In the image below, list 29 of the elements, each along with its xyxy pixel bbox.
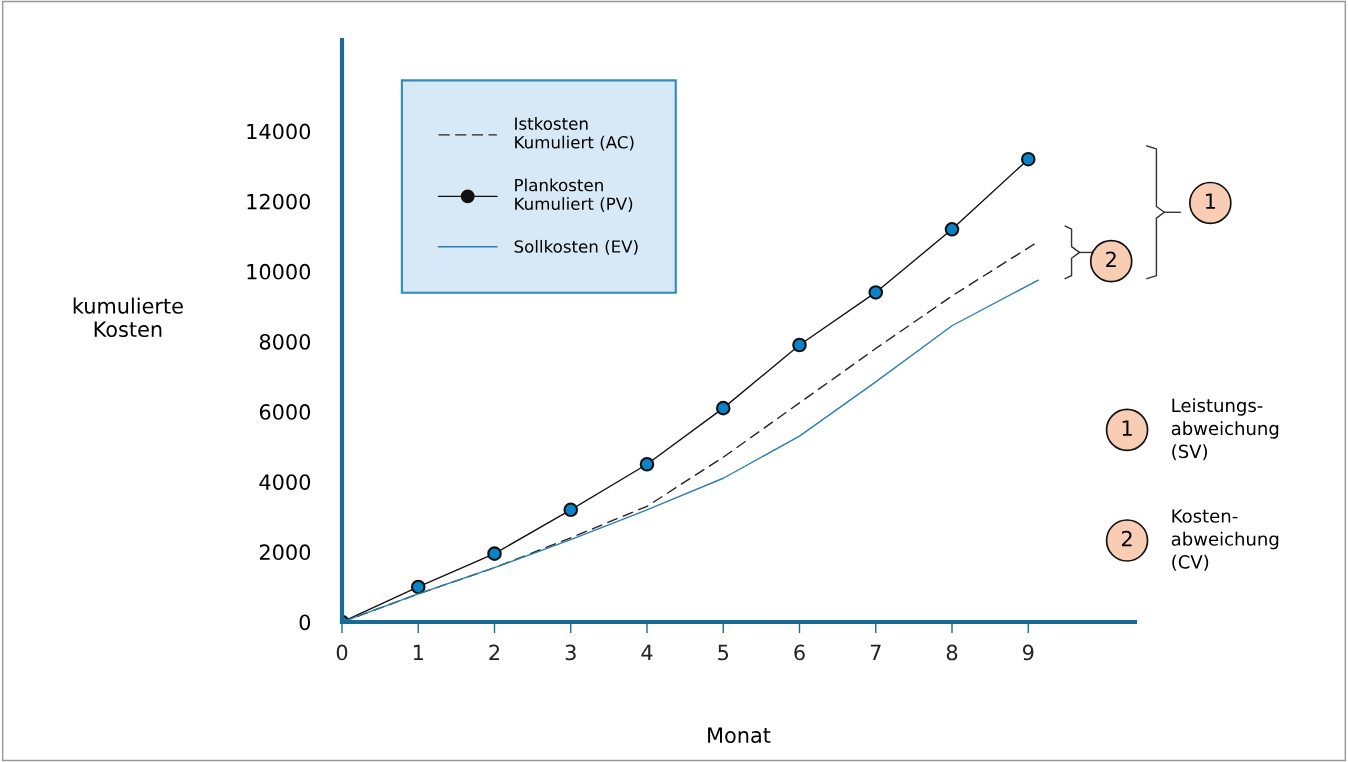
y-tick-label: 4000 — [259, 474, 311, 490]
y-tick-label: 8000 — [259, 333, 311, 350]
text: Leistungs- abweichung (SV) — [1171, 398, 1279, 461]
annotation: 2 — [1121, 530, 1132, 547]
legend-label: Istkosten Kumuliert (AC) — [515, 117, 634, 151]
x-tick-label: 4 — [641, 644, 653, 661]
x-tick-label: 9 — [1022, 644, 1034, 661]
legend-label: Plankosten Kumuliert (PV) — [515, 178, 633, 212]
legend-label: Sollkosten (EV) — [514, 239, 638, 255]
y-tick-label: 0 — [299, 614, 311, 631]
x-tick-label: 8 — [946, 644, 958, 661]
x-tick-label: 1 — [413, 644, 423, 661]
x-tick-label: 2 — [489, 644, 500, 661]
text: Kosten- abweichung (CV) — [1171, 509, 1279, 571]
x-axis-title: Monat — [708, 727, 771, 744]
text: 1 — [1206, 193, 1216, 209]
x-tick-label: 3 — [565, 644, 576, 661]
x-tick-label: 7 — [870, 644, 881, 661]
y-tick-label: 6000 — [259, 404, 311, 420]
x-tick-label: 0 — [336, 644, 348, 661]
x-tick-label: 6 — [794, 644, 805, 661]
annotation: 2 — [1106, 251, 1116, 267]
y-axis-title: kumulierte Kosten — [73, 297, 183, 338]
y-tick-label: 2000 — [259, 544, 311, 561]
y-tick-label: 10000 — [247, 263, 311, 280]
x-tick-label: 5 — [718, 644, 729, 661]
y-tick-label: 14000 — [247, 123, 311, 140]
annotation: 1 — [1122, 420, 1132, 436]
y-tick-label: 12000 — [247, 193, 311, 210]
